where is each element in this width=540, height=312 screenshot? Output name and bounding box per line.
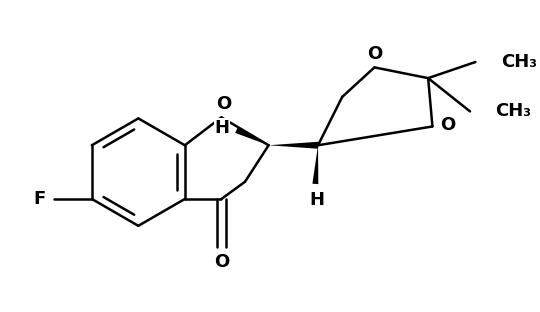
Text: O: O bbox=[214, 253, 229, 271]
Text: H: H bbox=[214, 119, 230, 137]
Polygon shape bbox=[313, 145, 318, 184]
Polygon shape bbox=[268, 142, 318, 149]
Text: F: F bbox=[33, 190, 45, 208]
Text: CH₃: CH₃ bbox=[495, 102, 531, 120]
Polygon shape bbox=[235, 128, 268, 145]
Text: CH₃: CH₃ bbox=[501, 53, 537, 71]
Text: H: H bbox=[309, 191, 324, 209]
Text: O: O bbox=[217, 95, 232, 114]
Text: O: O bbox=[440, 116, 455, 134]
Text: O: O bbox=[367, 46, 382, 64]
